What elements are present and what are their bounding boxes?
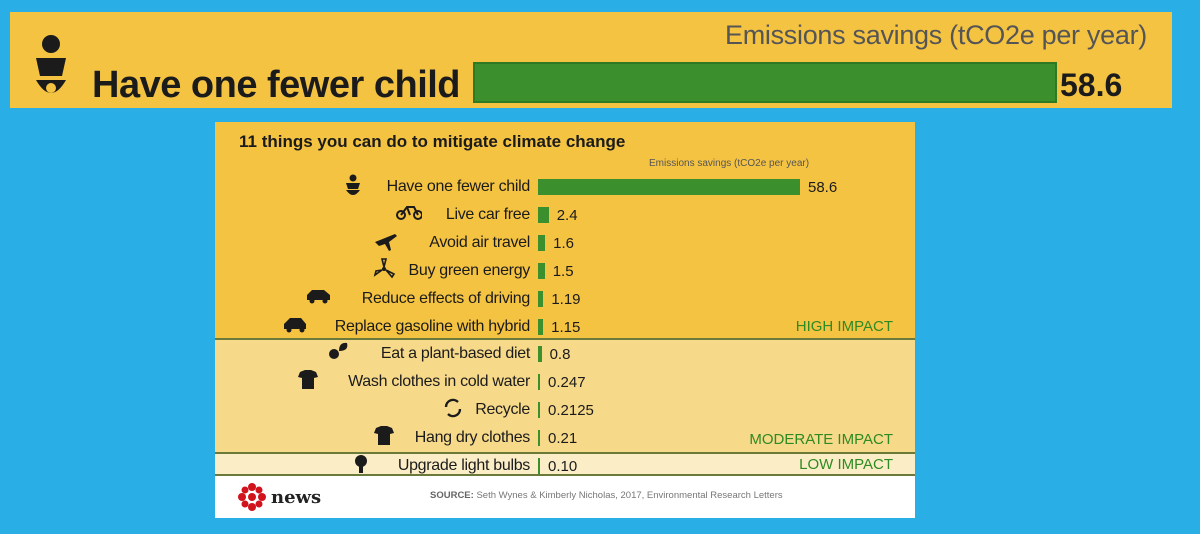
logo-text: news (271, 486, 322, 508)
banner-bar (473, 62, 1057, 103)
category-label: Have one fewer child (386, 178, 531, 195)
bar-row: Recycle 0.2125 (215, 397, 915, 423)
value-label: 0.21 (548, 430, 578, 448)
top-banner: Emissions savings (tCO2e per year) Have … (10, 12, 1172, 108)
bar-row: Eat a plant-based diet 0.8 (215, 341, 915, 367)
tshirt-icon (298, 370, 319, 390)
bar-row: Upgrade light bulbs 0.10 (215, 453, 915, 479)
bar-row: Live car free 2.4 (215, 202, 915, 228)
bar-row: Have one fewer child 58.6 (215, 174, 915, 200)
category-label: Replace gasoline with hybrid (334, 317, 531, 335)
value-label: 2.4 (556, 206, 578, 224)
low-impact-section (215, 452, 915, 476)
bar (538, 458, 540, 474)
category-label: Upgrade light bulbs (397, 457, 530, 474)
source-citation: Seth Wynes & Kimberly Nicholas, 2017, En… (476, 490, 783, 501)
low-impact-label: LOW IMPACT (799, 456, 893, 473)
chart-title: 11 things you can do to mitigate climate… (239, 132, 626, 151)
banner-value: 58.6 (1060, 67, 1123, 103)
bar (538, 179, 800, 195)
value-label: 0.8 (549, 346, 571, 364)
x-axis-label: Emissions savings (tCO2e per year) (649, 158, 810, 169)
baby-icon (36, 35, 66, 93)
bar (538, 206, 549, 223)
infographic-card: 11 things you can do to mitigate climate… (215, 122, 915, 518)
value-label: 58.6 (808, 179, 838, 196)
value-label: 0.2125 (548, 402, 594, 420)
bicycle-icon (396, 205, 423, 220)
lightbulb-icon (354, 455, 367, 473)
bar (538, 234, 546, 251)
category-label: Eat a plant-based diet (380, 345, 530, 363)
high-impact-label: HIGH IMPACT (795, 318, 893, 335)
value-label: 1.19 (551, 290, 581, 308)
bar (538, 262, 545, 279)
banner-label: Have one fewer child (92, 64, 461, 106)
category-label: Hang dry clothes (414, 429, 531, 447)
bar (538, 402, 540, 419)
banner-unit-label: Emissions savings (tCO2e per year) (725, 20, 1147, 50)
category-label: Reduce effects of driving (361, 289, 531, 307)
value-label: 1.5 (552, 262, 574, 280)
value-label: 1.15 (551, 318, 581, 336)
bar (538, 318, 544, 335)
baby-icon (346, 174, 360, 195)
bar-row: Reduce effects of driving 1.19 (215, 286, 915, 312)
bar (538, 290, 544, 307)
bar (538, 430, 540, 447)
bar-row: Avoid air travel 1.6 (215, 230, 915, 256)
category-label: Buy green energy (408, 261, 530, 279)
bar (538, 346, 542, 363)
recycle-icon (444, 398, 461, 418)
plant-icon (328, 343, 348, 360)
cbc-gem-icon (238, 483, 266, 511)
value-label: 0.247 (548, 374, 586, 392)
wind-turbine-icon (374, 257, 396, 279)
cbc-news-logo: news (237, 482, 321, 512)
category-label: Wash clothes in cold water (348, 373, 530, 391)
value-label: 1.6 (553, 234, 574, 252)
source-text: SOURCE: Seth Wynes & Kimberly Nicholas, … (430, 490, 783, 501)
bar (538, 374, 540, 391)
tshirt-icon (374, 426, 395, 446)
airplane-icon (375, 233, 398, 251)
bar-row: Buy green energy 1.5 (215, 257, 915, 284)
bar-row: Replace gasoline with hybrid 1.15 (215, 314, 915, 340)
hybrid-car-icon (284, 317, 307, 332)
high-impact-section (215, 122, 915, 338)
moderate-impact-label: MODERATE IMPACT (749, 431, 893, 448)
category-label: Recycle (475, 401, 530, 419)
car-icon (307, 289, 330, 304)
footer: news SOURCE: Seth Wynes & Kimberly Nicho… (215, 476, 915, 518)
category-label: Live car free (445, 205, 530, 223)
source-label: SOURCE: (430, 490, 474, 501)
bar-row: Wash clothes in cold water 0.247 (215, 369, 915, 395)
bar-row: Hang dry clothes 0.21 (215, 425, 915, 451)
value-label: 0.10 (548, 458, 578, 475)
category-label: Avoid air travel (429, 233, 530, 251)
